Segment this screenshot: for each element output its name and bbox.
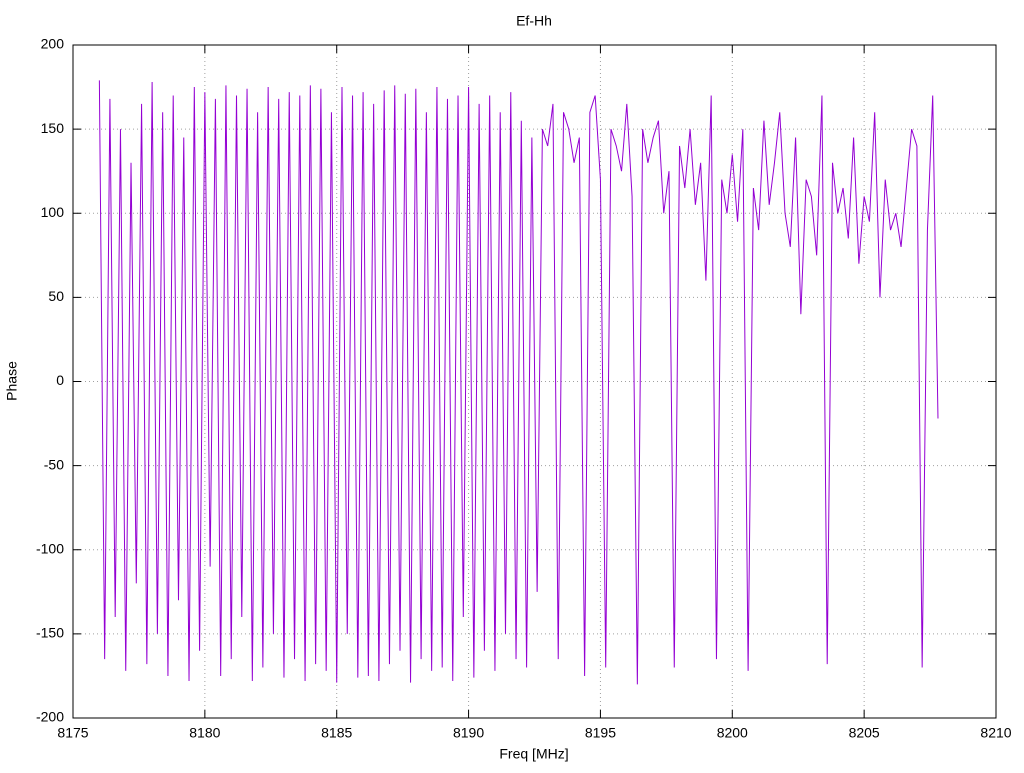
y-tick-label: 150 — [41, 120, 65, 136]
x-tick-label: 8210 — [980, 725, 1011, 741]
y-tick-label: -100 — [36, 540, 64, 556]
data-line — [98, 80, 939, 685]
x-tick-label: 8190 — [453, 725, 484, 741]
x-tick-label: 8195 — [585, 725, 616, 741]
y-tick-label: -50 — [44, 456, 64, 472]
x-tick-label: 8185 — [321, 725, 352, 741]
y-tick-label: 0 — [56, 372, 64, 388]
y-tick-label: 200 — [41, 36, 65, 52]
x-tick-label: 8175 — [57, 725, 88, 741]
x-axis-label: Freq [MHz] — [499, 746, 568, 762]
y-axis-label: Phase — [4, 361, 20, 401]
x-tick-label: 8205 — [849, 725, 880, 741]
chart-title: Ef-Hh — [516, 13, 552, 29]
y-tick-label: 50 — [48, 288, 64, 304]
x-tick-label: 8200 — [717, 725, 748, 741]
y-tick-label: -150 — [36, 625, 64, 641]
y-tick-label: -200 — [36, 709, 64, 725]
plot — [98, 80, 939, 685]
y-tick-label: 100 — [41, 204, 65, 220]
x-tick-label: 8180 — [189, 725, 220, 741]
